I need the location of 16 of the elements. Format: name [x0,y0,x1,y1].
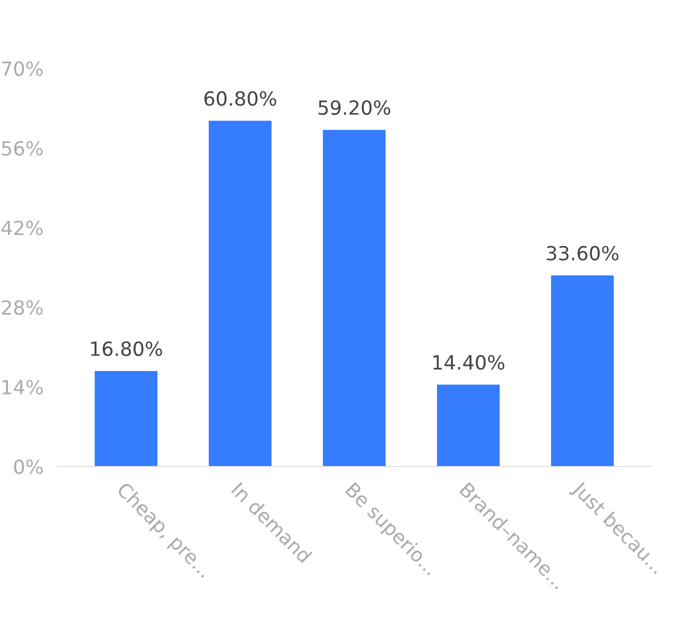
y-tick-label: 28% [2,300,43,315]
y-tick-label: 56% [2,140,43,156]
y-tick-label: 14% [2,380,43,395]
y-tick-label: 0% [14,459,43,474]
bar [436,384,500,466]
bar [551,275,614,466]
y-tick-label: 42% [1,220,43,236]
data-label: 14.40% [433,355,504,370]
data-label: 33.60% [546,246,618,261]
data-label: 59.20% [318,100,390,115]
bar [208,120,272,466]
data-label: 60.80% [204,91,276,106]
data-label: 16.80% [91,341,162,356]
y-tick-label: 70% [2,61,43,76]
bar [322,130,386,466]
bar [94,370,158,466]
